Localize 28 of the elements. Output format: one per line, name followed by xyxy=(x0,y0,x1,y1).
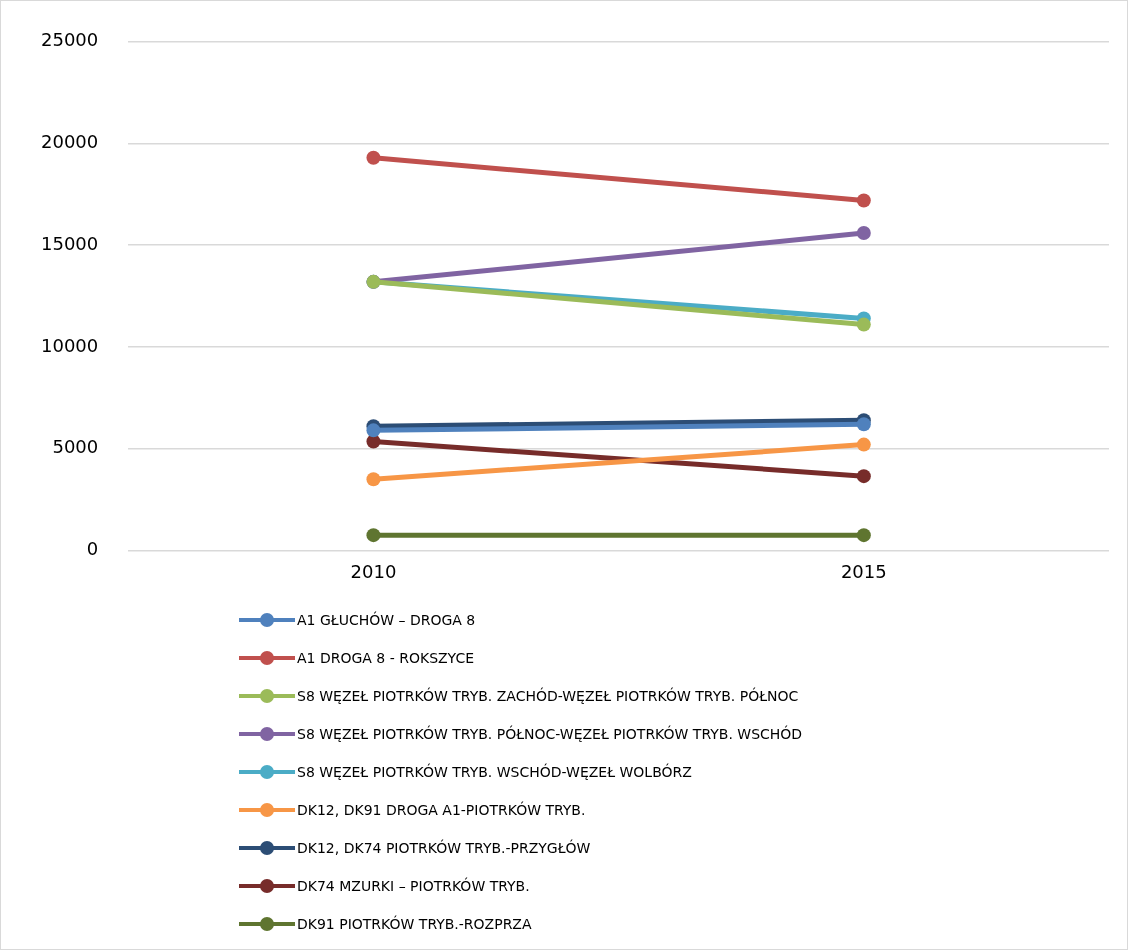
point xyxy=(366,528,381,543)
legend-label: DK91 PIOTRKÓW TRYB.-ROZPRZA xyxy=(297,916,532,932)
point xyxy=(856,417,871,432)
legend-label: DK12, DK91 DROGA A1-PIOTRKÓW TRYB. xyxy=(297,802,586,818)
legend-label: S8 WĘZEŁ PIOTRKÓW TRYB. PÓŁNOC-WĘZEŁ PIOTRKÓW TRYB. WSCHÓD xyxy=(297,726,803,742)
x-tick-label: 2015 xyxy=(840,560,887,582)
legend-label: S8 WĘZEŁ PIOTRKÓW TRYB. WSCHÓD-WĘZEŁ WOLBÓRZ xyxy=(297,764,692,780)
point xyxy=(366,472,381,487)
point xyxy=(856,317,871,332)
point xyxy=(366,150,381,165)
y-tick-label: 10000 xyxy=(41,334,99,356)
legend-label: DK12, DK74 PIOTRKÓW TRYB.-PRZYGŁÓW xyxy=(297,840,591,856)
y-tick-label: 0 xyxy=(86,538,99,560)
point xyxy=(856,226,871,241)
legend-label: A1 DROGA 8 - ROKSZYCE xyxy=(297,650,475,666)
point xyxy=(856,528,871,543)
y-tick-label: 5000 xyxy=(52,436,99,458)
point xyxy=(366,423,381,438)
y-tick-label: 15000 xyxy=(41,232,99,254)
legend-label: DK74 MZURKI – PIOTRKÓW TRYB. xyxy=(297,878,530,894)
point xyxy=(856,193,871,208)
point xyxy=(856,469,871,484)
x-tick-label: 2010 xyxy=(350,560,397,582)
legend-label: S8 WĘZEŁ PIOTRKÓW TRYB. ZACHÓD-WĘZEŁ PIOTRKÓW TRYB. PÓŁNOC xyxy=(297,688,799,704)
y-tick-label: 25000 xyxy=(41,29,99,51)
y-tick-label: 20000 xyxy=(41,131,99,153)
point xyxy=(856,437,871,452)
legend-label: A1 GŁUCHÓW – DROGA 8 xyxy=(297,612,476,628)
